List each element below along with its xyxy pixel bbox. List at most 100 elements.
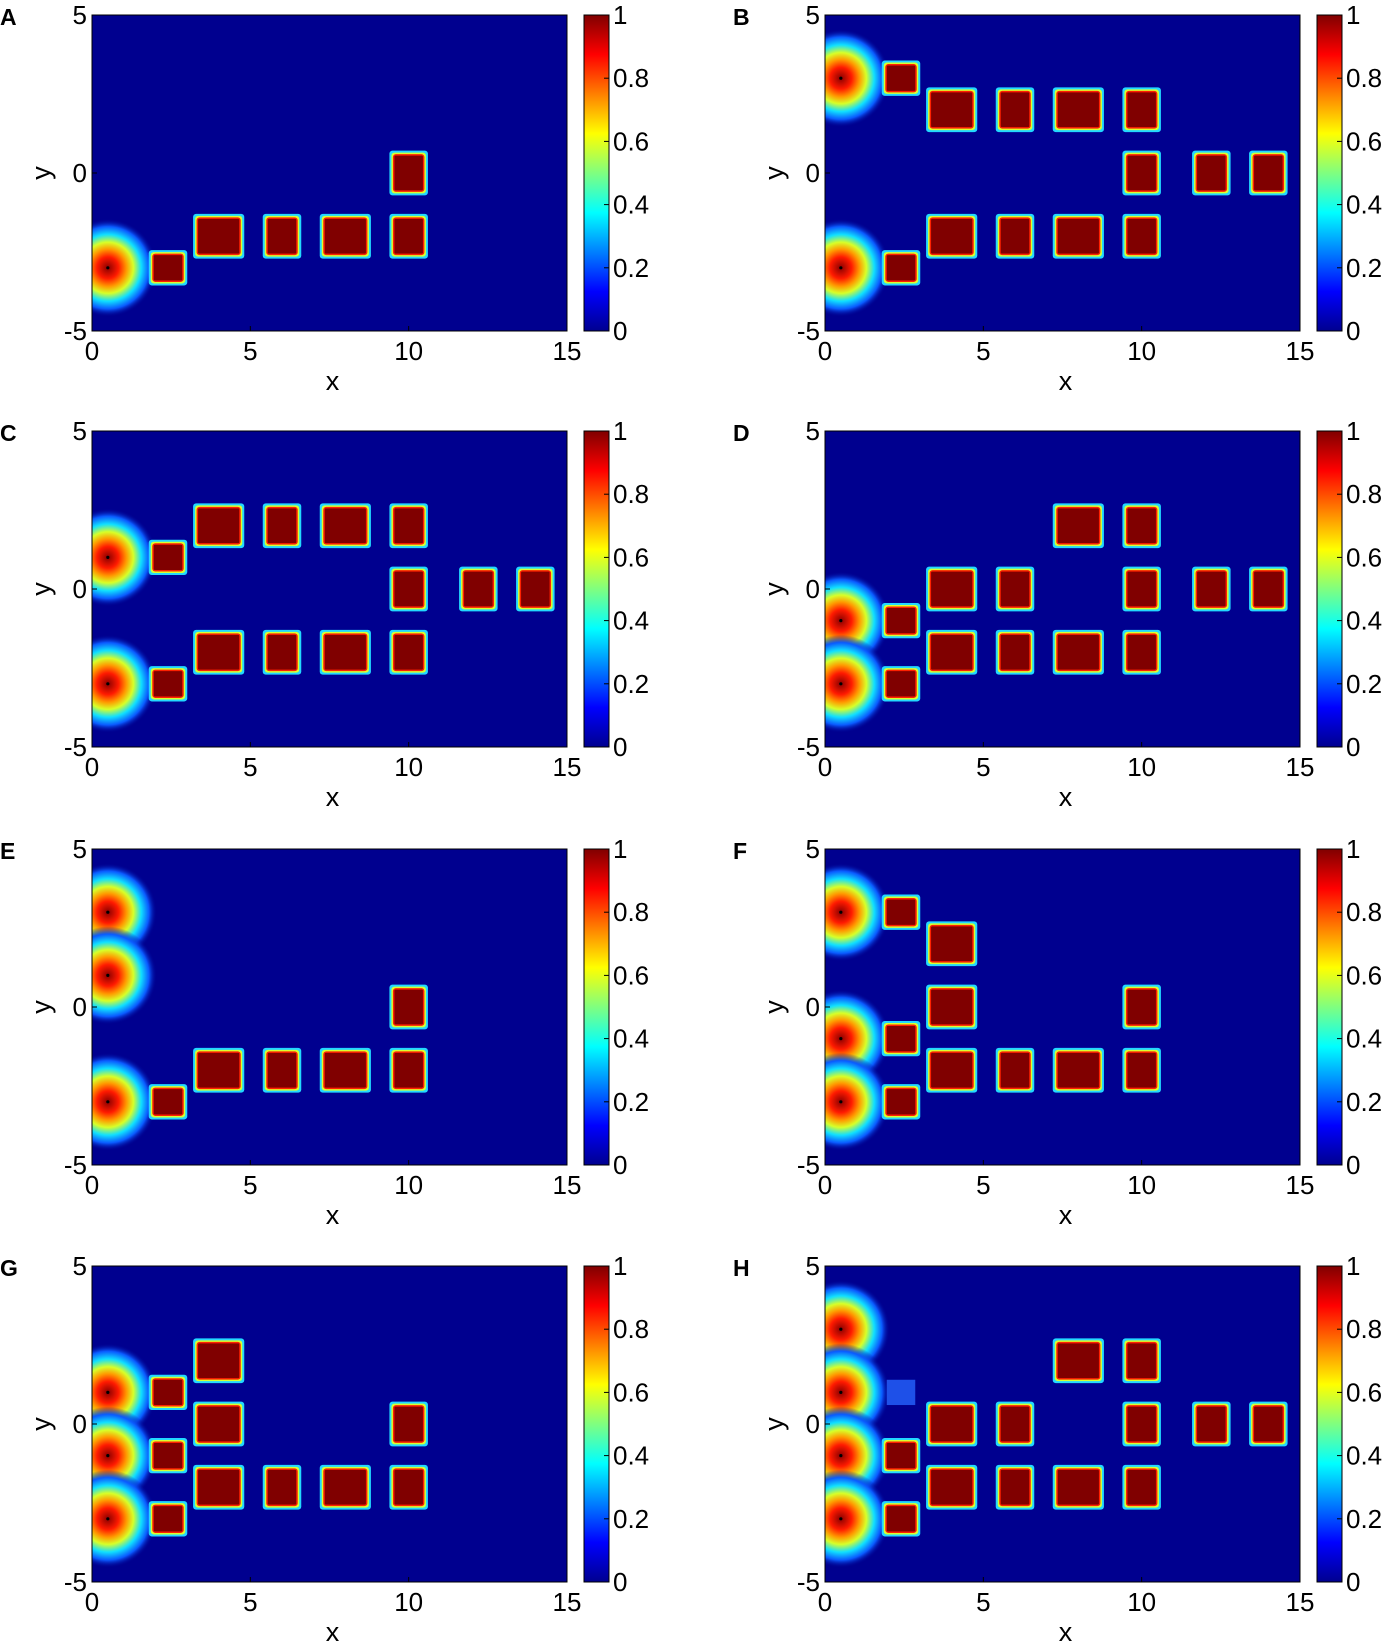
block — [926, 1401, 978, 1447]
colorbar-tick-label: 0 — [1346, 316, 1360, 346]
panel-label: G — [0, 1255, 18, 1281]
block — [1122, 87, 1161, 133]
source-glow — [92, 218, 157, 317]
x-tick-label: 15 — [553, 1587, 582, 1617]
colorbar-tick-label: 0.4 — [1346, 1441, 1382, 1471]
y-tick-label: -5 — [797, 732, 820, 762]
block — [148, 666, 188, 702]
x-tick-label: 0 — [85, 1170, 99, 1200]
colorbar — [583, 1265, 610, 1583]
block — [926, 1464, 978, 1510]
x-tick-label: 5 — [976, 1170, 990, 1200]
x-tick-label: 10 — [1127, 752, 1156, 782]
block — [926, 213, 978, 259]
block — [262, 1464, 302, 1510]
source-glow — [825, 29, 890, 128]
y-tick-label: 5 — [806, 416, 820, 446]
x-axis-label: x — [326, 782, 340, 812]
colorbar — [583, 430, 610, 748]
colorbar-tick-label: 0.4 — [613, 1441, 649, 1471]
block — [1122, 1401, 1161, 1447]
colorbar-tick-label: 0 — [1346, 732, 1360, 762]
y-tick-label: 0 — [806, 574, 820, 604]
block — [262, 213, 302, 259]
colorbar-tick-label: 0.2 — [1346, 253, 1382, 283]
heatmap-field — [825, 849, 1300, 1165]
source-point — [106, 682, 110, 686]
y-axis-label: y — [26, 1417, 56, 1431]
block — [193, 629, 245, 675]
block — [1122, 1338, 1161, 1384]
block — [1052, 1338, 1104, 1384]
block — [881, 1437, 921, 1474]
colorbar-tick-label: 0.6 — [1346, 126, 1382, 156]
source-point — [106, 1100, 110, 1104]
y-tick-label: 0 — [73, 158, 87, 188]
colorbar-tick-label: 0.4 — [1346, 190, 1382, 220]
y-tick-label: 5 — [73, 834, 87, 864]
block — [995, 1464, 1035, 1510]
colorbar-tick-label: 0.8 — [613, 63, 649, 93]
y-tick-label: -5 — [64, 1150, 87, 1180]
block — [926, 921, 978, 967]
colorbar-tick-label: 0.2 — [1346, 1087, 1382, 1117]
colorbar-tick-label: 0.6 — [613, 542, 649, 572]
source-glow — [825, 1052, 890, 1151]
panel-label: A — [0, 4, 17, 30]
block — [193, 1401, 245, 1447]
heatmap-field — [825, 431, 1300, 747]
x-tick-label: 10 — [1127, 336, 1156, 366]
panel-label: D — [733, 420, 750, 446]
block — [319, 213, 371, 259]
y-axis-label: y — [759, 1417, 789, 1431]
block — [389, 984, 428, 1030]
block — [319, 629, 371, 675]
block — [193, 1464, 245, 1510]
block — [1122, 566, 1161, 612]
source-glow — [92, 1469, 157, 1568]
x-tick-label: 10 — [394, 1587, 423, 1617]
block — [1122, 150, 1161, 196]
block — [926, 1047, 978, 1093]
block — [459, 566, 498, 612]
block — [148, 250, 188, 286]
colorbar-tick-label: 0.8 — [613, 479, 649, 509]
x-tick-label: 5 — [243, 1587, 257, 1617]
heatmap-field — [92, 849, 567, 1165]
block — [389, 503, 428, 549]
block — [516, 566, 555, 612]
block — [1052, 1047, 1104, 1093]
colorbar-tick-label: 0.8 — [613, 1314, 649, 1344]
source-point — [106, 1454, 110, 1458]
y-tick-label: -5 — [64, 732, 87, 762]
source-point — [106, 1517, 110, 1521]
x-tick-label: 15 — [553, 1170, 582, 1200]
colorbar-tick-label: 0.6 — [1346, 542, 1382, 572]
block — [389, 213, 428, 259]
x-tick-label: 10 — [394, 1170, 423, 1200]
block — [995, 566, 1035, 612]
block — [319, 1047, 371, 1093]
x-tick-label: 5 — [976, 336, 990, 366]
faint-block — [886, 1379, 916, 1406]
block — [1249, 150, 1288, 196]
colorbar-tick-label: 1 — [1346, 834, 1360, 864]
colorbar-tick-label: 0.8 — [1346, 1314, 1382, 1344]
block — [1052, 213, 1104, 259]
source-point — [106, 973, 110, 978]
colorbar-tick-label: 0.8 — [613, 897, 649, 927]
colorbar-tick-label: 0 — [613, 1150, 627, 1180]
block — [319, 1464, 371, 1510]
block — [1122, 1047, 1161, 1093]
y-tick-label: 5 — [806, 0, 820, 30]
y-tick-label: 5 — [806, 1251, 820, 1281]
source-point — [839, 1327, 843, 1331]
block — [148, 1084, 188, 1120]
x-tick-label: 0 — [818, 336, 832, 366]
colorbar — [1316, 1265, 1343, 1583]
